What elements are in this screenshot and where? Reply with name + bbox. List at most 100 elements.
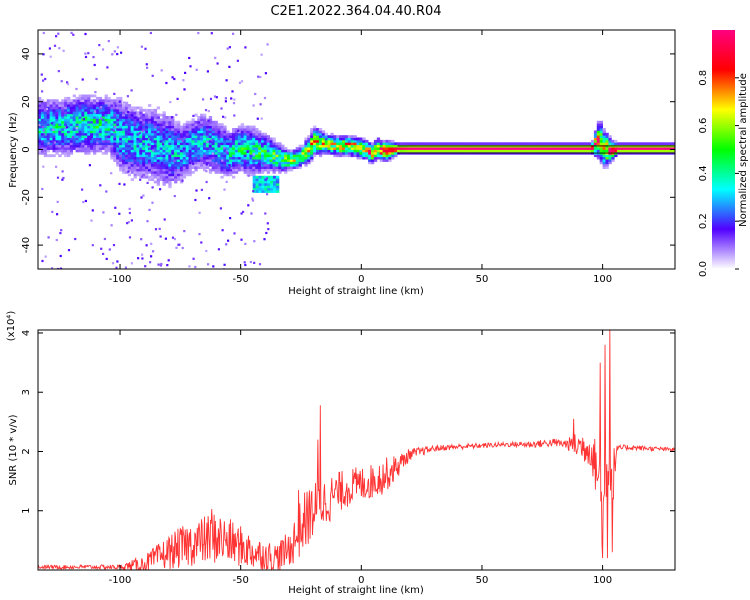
heatmap-cell [217, 128, 221, 131]
heatmap-speckle [123, 183, 126, 186]
heatmap-speckle [223, 263, 226, 266]
heatmap-cell [344, 135, 349, 138]
heatmap-cell [95, 132, 100, 136]
heatmap-cell [301, 159, 305, 162]
heatmap-speckle [87, 52, 90, 55]
heatmap-speckle [223, 147, 226, 150]
heatmap-cell [234, 142, 239, 146]
heatmap-cell [101, 128, 105, 131]
heatmap-cell [49, 130, 53, 134]
heatmap-cell [492, 149, 496, 153]
heatmap-cell [310, 144, 314, 148]
heatmap-speckle [59, 254, 62, 258]
heatmap-cell [130, 159, 134, 162]
heatmap-speckle [244, 263, 247, 267]
heatmap-cell [570, 149, 575, 153]
heatmap-cell [43, 139, 48, 143]
heatmap-cell [226, 130, 230, 134]
heatmap-cell [148, 128, 152, 131]
heatmap-cell [622, 147, 627, 150]
heatmap-cell [203, 159, 207, 162]
heatmap-cell [49, 116, 53, 119]
heatmap-cell [452, 149, 456, 153]
heatmap-cell [122, 161, 126, 165]
heatmap-cell [165, 149, 169, 153]
heatmap-cell [194, 135, 198, 138]
heatmap-cell [38, 132, 42, 136]
heatmap-cell [98, 149, 103, 153]
heatmap-cell [267, 175, 271, 179]
heatmap-cell [194, 168, 198, 172]
heatmap-cell [620, 147, 624, 150]
heatmap-cell [359, 149, 363, 153]
heatmap-cell [226, 166, 230, 169]
heatmap-cell [148, 147, 152, 150]
heatmap-cell [313, 135, 317, 138]
heatmap-speckle [101, 48, 105, 51]
heatmap-cell [599, 123, 603, 126]
heatmap-cell [220, 142, 224, 146]
heatmap-cell [145, 111, 149, 115]
heatmap-cell [136, 154, 140, 158]
heatmap-cell [95, 99, 100, 103]
heatmap-cell [142, 123, 146, 126]
heatmap-speckle [130, 89, 133, 92]
heatmap-cell [67, 142, 71, 146]
heatmap-speckle [72, 33, 75, 36]
heatmap-cell [104, 113, 108, 117]
heatmap-cell [243, 135, 247, 138]
heatmap-cell [81, 130, 85, 134]
heatmap-cell [145, 118, 149, 122]
heatmap-cell [162, 183, 166, 186]
heatmap-speckle [128, 207, 131, 210]
heatmap-speckle [77, 99, 80, 102]
heatmap-cell [252, 163, 256, 167]
heatmap-cell [43, 108, 48, 112]
heatmap-cell [168, 135, 172, 138]
heatmap-cell [591, 139, 595, 143]
heatmap-cell [162, 166, 166, 169]
heatmap-cell [168, 154, 172, 158]
heatmap-cell [255, 137, 259, 141]
heatmap-cell [275, 161, 279, 165]
heatmap-cell [270, 180, 274, 184]
heatmap-cell [145, 120, 149, 124]
heatmap-cell [382, 147, 386, 150]
heatmap-cell [110, 147, 114, 150]
heatmap-cell [310, 149, 314, 153]
heatmap-cell [475, 142, 479, 146]
heatmap-cell [179, 139, 184, 143]
heatmap-cell [252, 185, 257, 189]
heatmap-speckle [151, 74, 154, 77]
heatmap-cell [133, 171, 137, 174]
heatmap-cell [599, 159, 603, 162]
heatmap-cell [197, 144, 201, 148]
heatmap-cell [188, 135, 192, 138]
heatmap-cell [156, 144, 160, 148]
heatmap-cell [284, 161, 288, 165]
heatmap-cell [252, 128, 256, 131]
heatmap-cell [255, 183, 259, 186]
heatmap-cell [153, 111, 158, 115]
heatmap-cell [130, 132, 134, 136]
heatmap-cell [431, 149, 436, 153]
heatmap-cell [324, 139, 328, 143]
heatmap-cell [46, 135, 50, 138]
heatmap-speckle [84, 52, 87, 55]
heatmap-speckle [162, 143, 165, 146]
heatmap-cell [98, 108, 103, 112]
heatmap-cell [177, 135, 181, 138]
heatmap-speckle [236, 59, 239, 62]
heatmap-cell [133, 111, 137, 115]
heatmap-cell [93, 151, 97, 155]
heatmap-cell [133, 116, 137, 119]
heatmap-cell [101, 130, 105, 134]
heatmap-cell [255, 187, 259, 191]
heatmap-cell [541, 142, 546, 146]
heatmap-cell [640, 149, 644, 153]
heatmap-cell [339, 135, 343, 138]
heatmap-cell [220, 151, 224, 155]
heatmap-cell [136, 144, 140, 148]
heatmap-cell [145, 147, 149, 150]
